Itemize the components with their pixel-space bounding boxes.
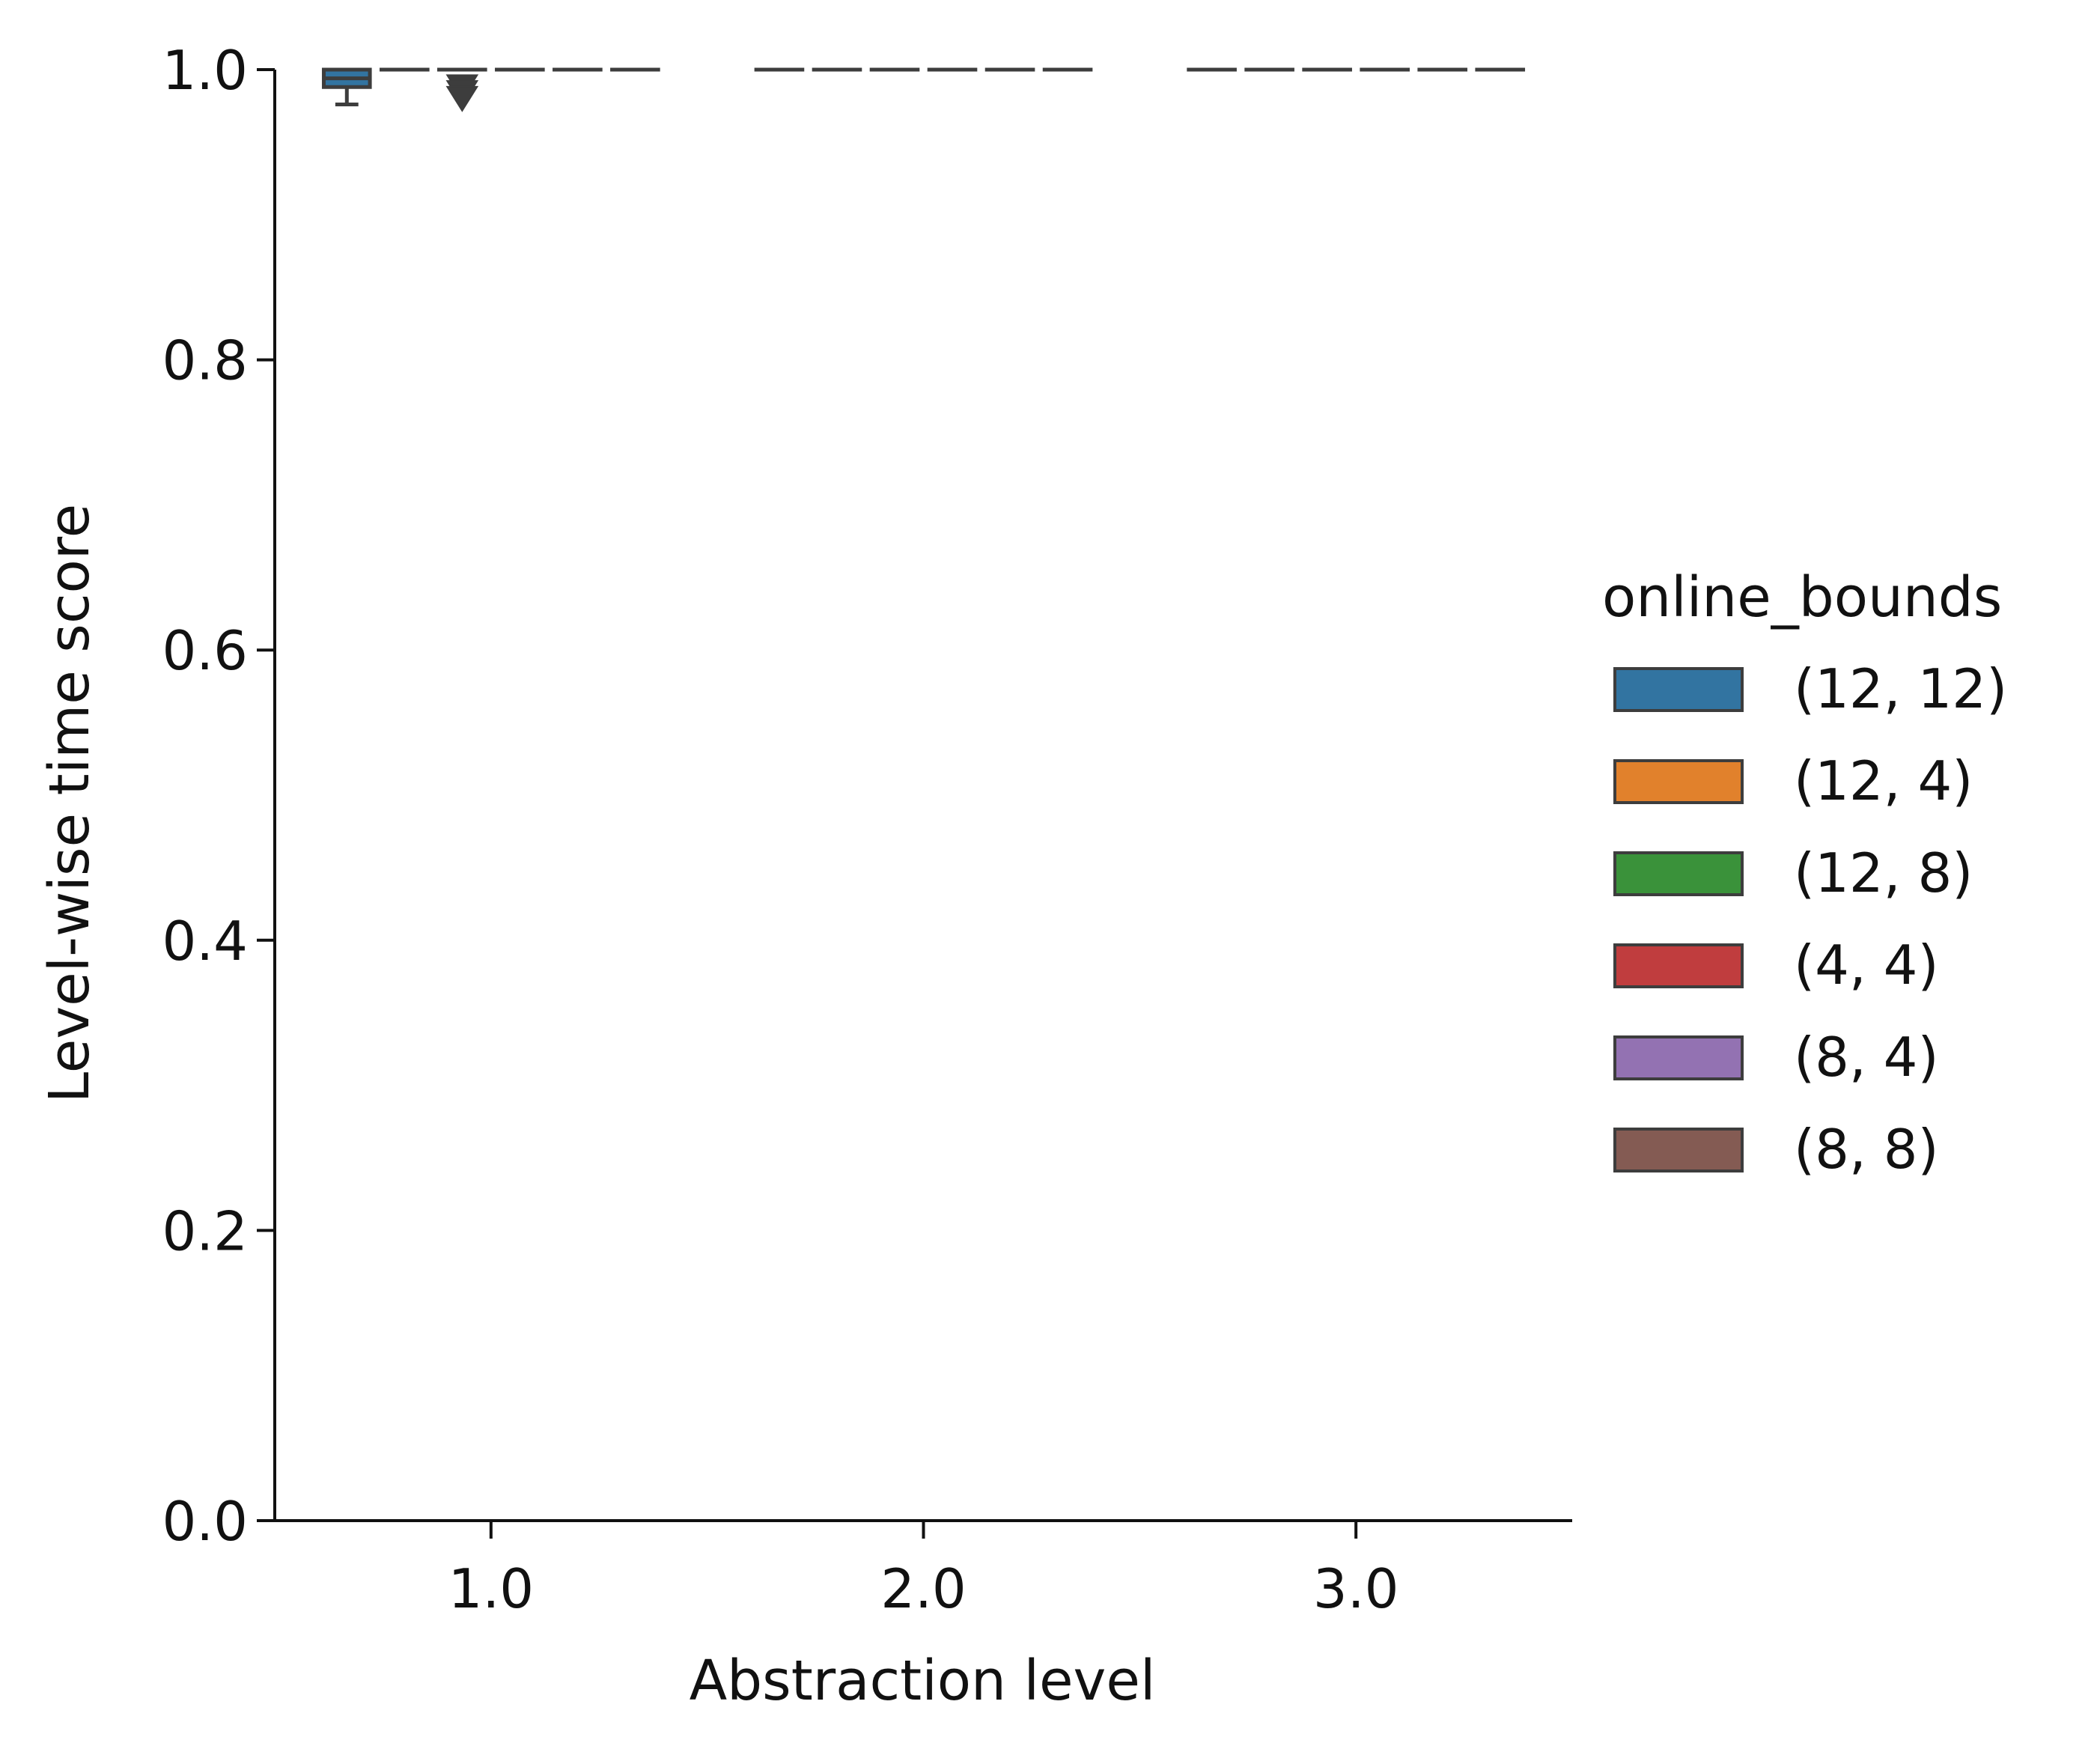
box-(12, 8)-1.0: [437, 67, 487, 112]
legend-swatch: [1613, 1035, 1744, 1080]
legend-entry: (12, 12): [1613, 657, 2007, 720]
legend-label: (8, 4): [1794, 1026, 1939, 1089]
legend-entry: (12, 8): [1613, 842, 1973, 904]
legend-label: (4, 4): [1794, 934, 1939, 997]
x-axis-label: Abstraction level: [690, 1649, 1156, 1713]
y-tick-label: 0.8: [162, 329, 248, 392]
y-tick-label: 0.4: [162, 910, 248, 973]
x-tick-label: 2.0: [880, 1557, 967, 1620]
x-tick-label: 1.0: [448, 1557, 535, 1620]
outlier-point: [445, 85, 479, 112]
legend-swatch: [1613, 759, 1744, 804]
legend-label: (8, 8): [1794, 1118, 1939, 1181]
legend-swatch: [1613, 851, 1744, 896]
legend-entry: (12, 4): [1613, 749, 1973, 812]
legend-swatch: [1613, 943, 1744, 988]
legend-label: (12, 12): [1794, 657, 2007, 720]
legend-label: (12, 8): [1794, 842, 1973, 904]
legend-title: online_bounds: [1602, 565, 2002, 630]
plot-area: [321, 67, 1526, 112]
axes: 0.0 0.2 0.4 0.6 0.8 1.0 1.0 2.0 3.0: [162, 39, 1572, 1620]
y-tick-label: 0.6: [162, 619, 248, 682]
legend-entry: (8, 4): [1613, 1026, 1939, 1089]
legend-entry: (8, 8): [1613, 1118, 1939, 1181]
y-axis-label: Level-wise time score: [37, 504, 102, 1103]
legend-entry: (4, 4): [1613, 934, 1939, 997]
legend-label: (12, 4): [1794, 749, 1973, 812]
y-tick-label: 0.0: [162, 1490, 248, 1553]
box-(12, 12)-1.0: [321, 67, 372, 107]
y-tick-label: 0.2: [162, 1199, 248, 1262]
legend-swatch: [1613, 1128, 1744, 1172]
legend-swatch: [1613, 667, 1744, 712]
x-tick-label: 3.0: [1313, 1557, 1399, 1620]
y-tick-label: 1.0: [162, 39, 248, 102]
legend: online_bounds (12, 12) (12, 4) (12, 8) (4, …: [1602, 565, 2007, 1181]
